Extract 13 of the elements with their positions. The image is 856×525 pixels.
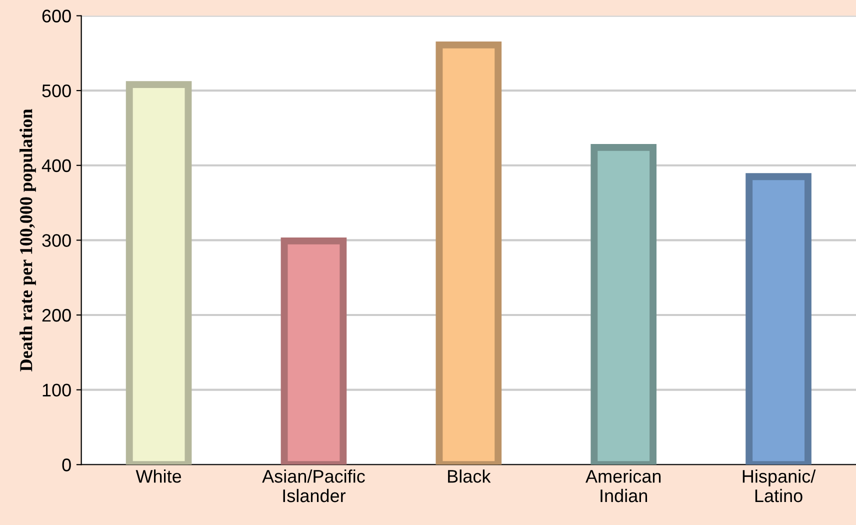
x-tick-label: Asian/Pacific Islander: [262, 469, 365, 502]
y-tick-label: 100: [42, 384, 71, 397]
y-tick-label: 600: [42, 10, 71, 22]
y-tick-label: 500: [42, 84, 71, 98]
y-axis-title: Death rate per 100,000 population: [20, 108, 36, 372]
x-tick-label: American Indian: [586, 469, 661, 502]
x-tick-label: Black: [448, 469, 491, 483]
x-tick-label: White: [136, 469, 182, 483]
y-tick-label: 200: [42, 308, 71, 322]
x-tick-label: Hispanic/ Latino: [742, 469, 816, 502]
y-tick-label: 0: [62, 458, 71, 472]
y-tick-label: 400: [42, 159, 71, 172]
y-tick-label: 300: [42, 234, 71, 247]
